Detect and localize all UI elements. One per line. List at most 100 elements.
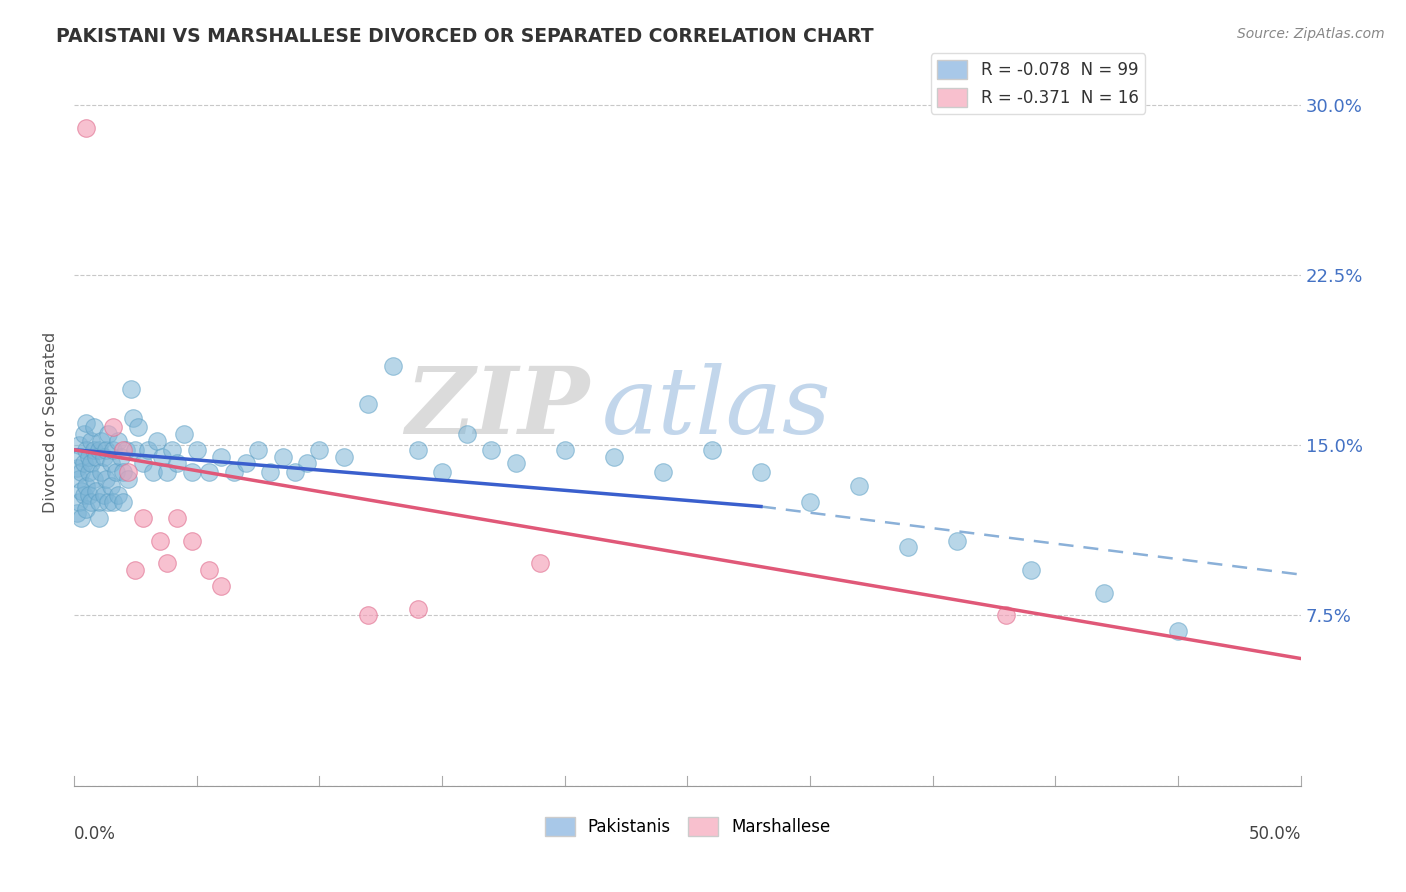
Text: PAKISTANI VS MARSHALLESE DIVORCED OR SEPARATED CORRELATION CHART: PAKISTANI VS MARSHALLESE DIVORCED OR SEP… [56, 27, 875, 45]
Text: 0.0%: 0.0% [75, 825, 115, 844]
Point [505, 457, 527, 471]
Point [112, 466, 135, 480]
Point [97, 495, 120, 509]
Point [198, 563, 221, 577]
Point [132, 457, 155, 471]
Point [97, 426, 120, 441]
Point [107, 434, 129, 448]
Point [799, 495, 821, 509]
Point [67, 438, 90, 452]
Point [382, 359, 405, 373]
Point [75, 120, 97, 135]
Point [112, 442, 135, 457]
Point [456, 426, 478, 441]
Point [127, 420, 149, 434]
Point [75, 442, 97, 457]
Point [259, 466, 281, 480]
Point [124, 563, 146, 577]
Point [160, 442, 183, 457]
Point [222, 466, 245, 480]
Point [156, 466, 179, 480]
Point [156, 556, 179, 570]
Point [100, 457, 122, 471]
Point [103, 495, 125, 509]
Point [104, 466, 127, 480]
Point [247, 442, 270, 457]
Point [83, 420, 105, 434]
Point [107, 488, 129, 502]
Point [430, 466, 453, 480]
Point [80, 495, 103, 509]
Point [93, 488, 115, 502]
Point [100, 479, 122, 493]
Point [198, 466, 221, 480]
Point [235, 457, 257, 471]
Point [132, 511, 155, 525]
Point [70, 450, 93, 464]
Point [136, 442, 159, 457]
Point [75, 501, 97, 516]
Y-axis label: Divorced or Separated: Divorced or Separated [44, 332, 58, 513]
Point [70, 466, 93, 480]
Point [80, 434, 103, 448]
Point [117, 472, 139, 486]
Point [103, 420, 125, 434]
Point [110, 450, 132, 464]
Point [180, 533, 202, 548]
Point [149, 533, 172, 548]
Point [995, 608, 1018, 623]
Point [152, 450, 174, 464]
Point [333, 450, 356, 464]
Point [848, 479, 870, 493]
Point [87, 495, 110, 509]
Point [186, 442, 208, 457]
Point [209, 450, 232, 464]
Point [83, 472, 105, 486]
Point [166, 511, 188, 525]
Point [73, 457, 96, 471]
Point [146, 434, 169, 448]
Point [124, 442, 146, 457]
Point [308, 442, 330, 457]
Point [103, 442, 125, 457]
Point [209, 579, 232, 593]
Point [554, 442, 576, 457]
Point [897, 541, 920, 555]
Point [80, 457, 103, 471]
Point [1019, 563, 1042, 577]
Point [87, 511, 110, 525]
Point [166, 457, 188, 471]
Text: ZIP: ZIP [405, 363, 589, 453]
Point [122, 411, 145, 425]
Point [173, 426, 195, 441]
Point [284, 466, 307, 480]
Point [406, 601, 429, 615]
Point [117, 466, 139, 480]
Point [67, 495, 90, 509]
Legend: Pakistanis, Marshallese: Pakistanis, Marshallese [538, 810, 837, 843]
Point [406, 442, 429, 457]
Point [75, 479, 97, 493]
Point [749, 466, 772, 480]
Point [529, 556, 551, 570]
Point [87, 442, 110, 457]
Point [946, 533, 969, 548]
Point [84, 483, 107, 498]
Point [77, 450, 100, 464]
Point [1092, 585, 1115, 599]
Point [94, 472, 117, 486]
Point [70, 511, 93, 525]
Point [295, 457, 318, 471]
Point [84, 450, 107, 464]
Point [603, 450, 626, 464]
Point [271, 450, 294, 464]
Point [65, 461, 87, 475]
Point [77, 466, 100, 480]
Point [73, 426, 96, 441]
Point [357, 397, 380, 411]
Point [90, 434, 112, 448]
Text: atlas: atlas [602, 363, 831, 453]
Point [94, 442, 117, 457]
Point [83, 442, 105, 457]
Point [357, 608, 380, 623]
